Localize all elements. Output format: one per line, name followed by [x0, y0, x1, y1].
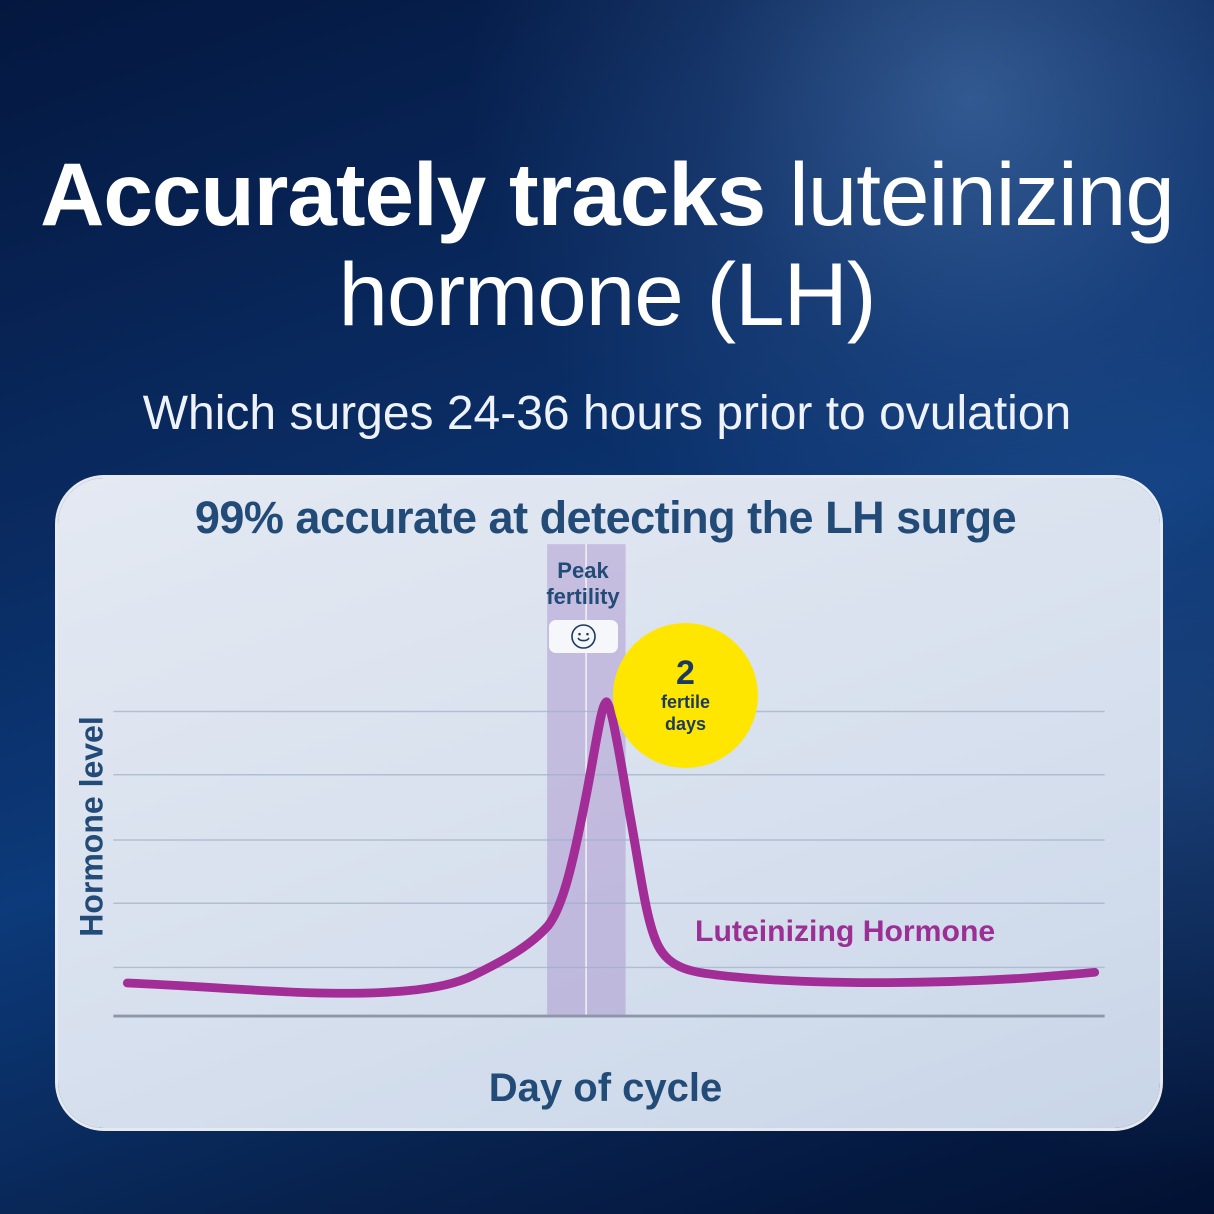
- svg-text:Luteinizing Hormone: Luteinizing Hormone: [695, 916, 995, 948]
